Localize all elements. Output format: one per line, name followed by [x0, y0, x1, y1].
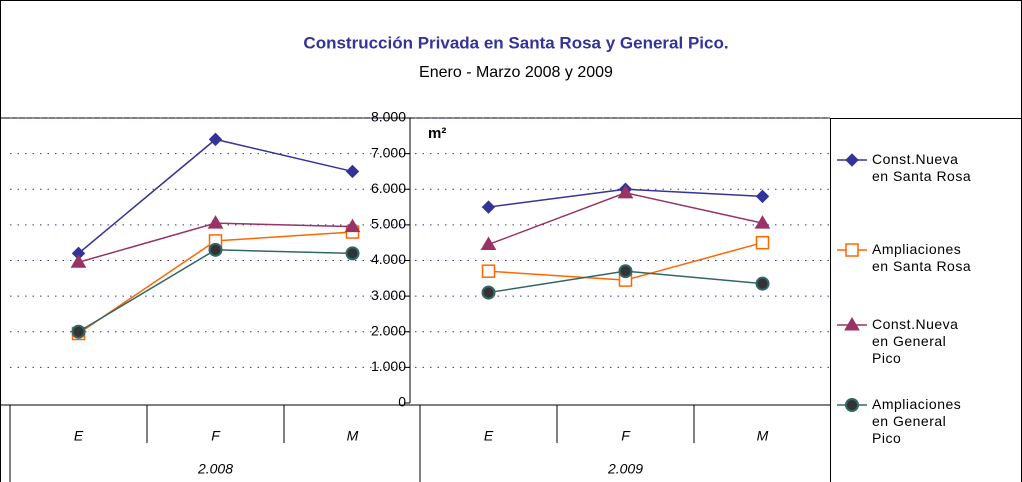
y-tick-label: 4.000: [371, 251, 406, 267]
x-tick-label: F: [211, 428, 221, 444]
marker: [480, 236, 497, 250]
series-line: [488, 192, 763, 246]
marker: [70, 254, 87, 268]
marker: [207, 215, 224, 229]
marker: [345, 246, 360, 261]
legend-box: [830, 118, 1022, 482]
legend-label: Const.Nueva en Santa Rosa: [872, 151, 972, 184]
marker: [845, 153, 859, 167]
y-tick-label: 5.000: [371, 216, 406, 232]
marker: [755, 189, 770, 204]
y-tick-label: 8.000: [371, 109, 406, 125]
marker: [71, 324, 86, 339]
marker: [617, 184, 634, 199]
y-tick-label: 2.000: [371, 322, 406, 338]
marker: [845, 243, 859, 257]
marker: [755, 276, 770, 291]
y-tick-label: 7.000: [371, 144, 406, 160]
marker: [755, 235, 770, 250]
chart-subtitle: Enero - Marzo 2008 y 2009: [419, 64, 613, 81]
legend-label: Ampliaciones en General Pico: [872, 396, 962, 446]
x-tick-label: F: [621, 428, 631, 444]
x-tick-label: M: [757, 428, 769, 444]
marker: [844, 317, 860, 331]
marker: [618, 264, 633, 279]
marker: [208, 132, 223, 147]
marker: [345, 164, 360, 179]
x-tick-label: E: [74, 428, 84, 444]
legend-label: Const.Nueva en General Pico: [872, 316, 959, 366]
y-tick-label: 6.000: [371, 180, 406, 196]
marker: [344, 218, 361, 233]
y-tick-label: 0: [398, 394, 406, 410]
marker: [481, 285, 496, 300]
series-line: [78, 249, 353, 333]
marker: [481, 264, 496, 278]
y-tick-label: 1.000: [371, 358, 406, 374]
x-tick-label: M: [347, 428, 359, 444]
marker: [754, 215, 771, 229]
group-label: 2.009: [607, 461, 643, 477]
chart-title: Construcción Privada en Santa Rosa y Gen…: [303, 33, 728, 52]
y-tick-label: 3.000: [371, 287, 406, 303]
legend-label: Ampliaciones en Santa Rosa: [872, 241, 972, 274]
x-tick-label: E: [484, 428, 494, 444]
marker: [481, 200, 496, 214]
marker: [208, 242, 223, 257]
y-axis-label: m²: [428, 125, 446, 142]
group-label: 2.008: [197, 461, 233, 477]
marker: [845, 398, 859, 412]
